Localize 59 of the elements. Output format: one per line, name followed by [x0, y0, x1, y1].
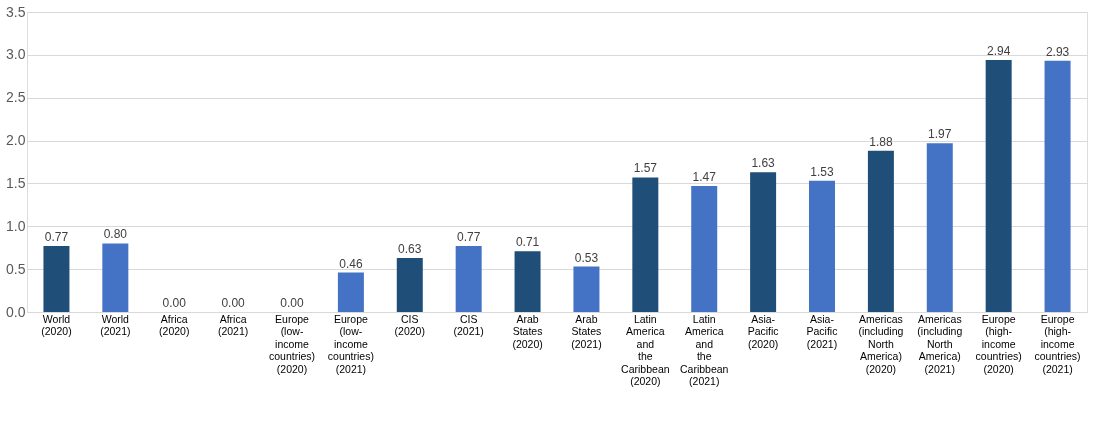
- y-tick-label: 1.0: [6, 217, 26, 234]
- data-label: 0.53: [574, 250, 599, 265]
- x-tick-label: Arab States (2020): [512, 312, 543, 350]
- data-label: 1.63: [751, 156, 776, 171]
- bar: [1044, 60, 1071, 312]
- x-tick-label: World (2020): [41, 312, 72, 337]
- y-tick-label: 1.5: [6, 174, 26, 191]
- bar: [691, 186, 718, 312]
- x-tick-label: Europe (high-income countries) (2021): [1034, 312, 1081, 375]
- x-tick-label: Europe (low-income countries) (2021): [327, 312, 374, 375]
- data-label: 0.46: [339, 256, 363, 271]
- bar: [396, 258, 423, 312]
- data-label: 1.47: [692, 170, 717, 184]
- data-label: 0.00: [280, 296, 304, 310]
- data-label: 1.88: [869, 134, 893, 149]
- bar: [514, 251, 541, 312]
- x-tick-label: Americas (including North America) (2020): [858, 312, 904, 375]
- y-tick-label: 3.0: [6, 46, 26, 63]
- data-label: 1.97: [928, 127, 952, 142]
- data-label: 2.93: [1045, 44, 1070, 59]
- bar: [867, 150, 894, 312]
- data-label: 0.63: [398, 242, 422, 256]
- x-tick-label: Africa (2021): [217, 312, 249, 337]
- x-tick-label: Europe (low-income countries) (2020): [268, 312, 316, 375]
- data-label: 0.80: [103, 227, 128, 242]
- data-label: 0.00: [162, 296, 187, 310]
- y-tick-label: 0.0: [6, 303, 26, 320]
- bar: [43, 246, 70, 312]
- bar: [985, 60, 1012, 312]
- y-tick-label: 0.5: [6, 260, 26, 277]
- x-tick-label: Americas (including North America) (2021): [917, 312, 963, 375]
- x-tick-label: CIS (2020): [394, 312, 425, 337]
- bar: [337, 272, 364, 312]
- x-tick-label: Latin America and the Caribbean (2020): [621, 312, 670, 387]
- x-tick-label: Arab States (2021): [571, 312, 602, 350]
- bar: [573, 266, 600, 312]
- y-tick-label: 3.5: [6, 3, 26, 20]
- x-tick-label: Africa (2020): [159, 312, 190, 337]
- data-label: 2.94: [986, 44, 1011, 58]
- x-tick-label: World (2021): [100, 312, 131, 337]
- bar: [750, 172, 777, 312]
- data-label: 0.77: [44, 230, 69, 244]
- x-tick-label: Asia-Pacific (2021): [806, 312, 838, 350]
- x-tick-label: Europe (high-income countries) (2020): [975, 312, 1022, 375]
- data-label: 0.71: [515, 235, 540, 250]
- bar: [102, 243, 129, 312]
- bar: [455, 246, 482, 312]
- x-tick-label: Asia-Pacific (2020): [747, 312, 779, 350]
- data-label: 0.00: [221, 296, 246, 310]
- x-tick-label: CIS (2021): [453, 312, 484, 337]
- y-tick-label: 2.5: [6, 89, 26, 106]
- data-label: 0.77: [456, 230, 481, 244]
- bar: [632, 177, 659, 312]
- data-label: 1.53: [810, 164, 834, 179]
- data-label: 1.57: [633, 161, 658, 176]
- y-tick-label: 2.0: [6, 132, 26, 149]
- x-tick-label: Latin America and the Caribbean (2021): [680, 312, 729, 387]
- bar: [809, 180, 835, 312]
- bar: [926, 143, 953, 312]
